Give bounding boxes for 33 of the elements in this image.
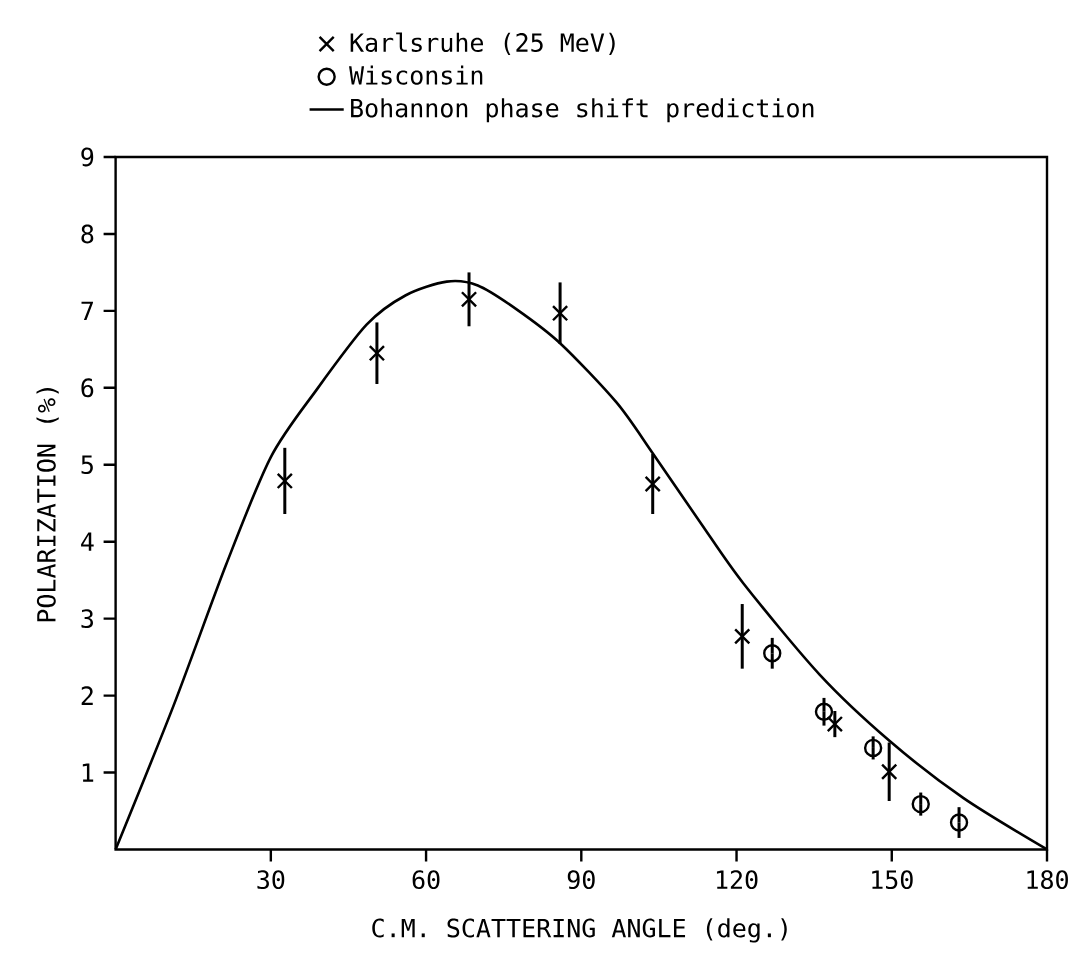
- y-tick-label: 2: [81, 686, 93, 705]
- x-tick-label: 150: [872, 870, 913, 890]
- y-tick-label: 8: [81, 224, 94, 244]
- point: [551, 304, 569, 322]
- y-tick-label: 7: [81, 301, 93, 320]
- x-tick-label: 60: [412, 870, 440, 890]
- point: [949, 813, 969, 832]
- point: [911, 794, 930, 814]
- point: [763, 644, 782, 663]
- legend-label: Wisconsin: [349, 65, 483, 85]
- point: [368, 344, 386, 362]
- point: [880, 763, 898, 781]
- x-tick-label: 120: [716, 870, 758, 890]
- y-tick-label: 6: [81, 378, 94, 398]
- x-axis-title: C.M. SCATTERING ANGLE (deg.): [372, 918, 787, 943]
- y-tick-label: 9: [81, 147, 94, 167]
- y-tick-label: 3: [81, 609, 93, 629]
- x-tick-label: 90: [567, 870, 595, 890]
- x-tick-label: 30: [257, 870, 285, 890]
- y-axis-title: POLARIZATION (%): [36, 388, 59, 622]
- point: [276, 472, 294, 490]
- point: [460, 291, 478, 308]
- y-tick-label: 1: [82, 763, 94, 782]
- point: [814, 702, 834, 721]
- legend-label: Karlsruhe (25 MeV): [350, 32, 615, 55]
- point: [733, 628, 751, 645]
- point: [863, 738, 883, 758]
- x-tick-label: 180: [1027, 870, 1068, 890]
- legend-label: Bohannon phase shift prediction: [351, 98, 814, 123]
- y-tick-label: 4: [81, 532, 94, 551]
- point: [644, 475, 661, 493]
- point: [826, 715, 844, 733]
- y-tick-label: 5: [81, 455, 93, 475]
